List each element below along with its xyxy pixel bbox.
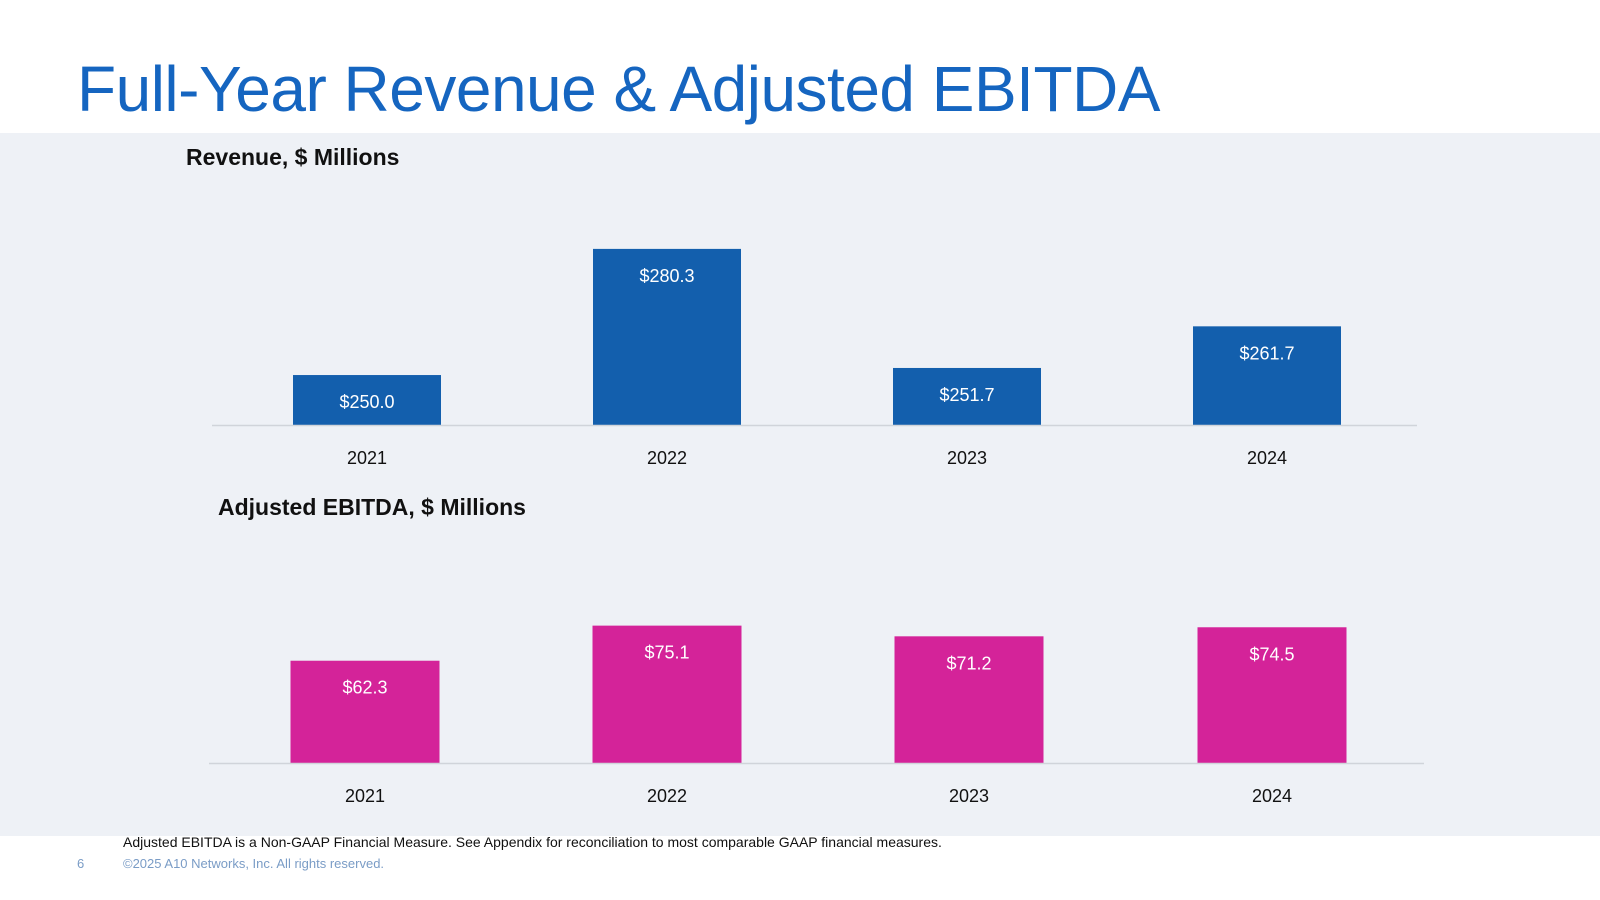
revenue-data-label-2022: $280.3 (639, 266, 694, 286)
page-number: 6 (77, 856, 85, 871)
ebitda-chart-title: Adjusted EBITDA, $ Millions (218, 494, 526, 520)
footnote: Adjusted EBITDA is a Non-GAAP Financial … (123, 834, 942, 850)
revenue-tick-label-2023: 2023 (947, 448, 987, 468)
ebitda-bar-2021 (290, 660, 440, 763)
revenue-bar-2021 (293, 375, 441, 425)
copyright: ©2025 A10 Networks, Inc. All rights rese… (123, 856, 385, 871)
revenue-bar-2022 (593, 248, 741, 425)
revenue-tick-label-2024: 2024 (1247, 448, 1287, 468)
ebitda-bar-2023 (894, 636, 1044, 763)
revenue-data-label-2024: $261.7 (1239, 343, 1294, 363)
ebitda-chart: Adjusted EBITDA, $ Millions $62.3 2021 $75.… (209, 494, 1424, 806)
ebitda-bar-2022 (592, 625, 742, 763)
ebitda-tick-label-2023: 2023 (949, 786, 989, 806)
revenue-bar-2024 (1193, 326, 1341, 425)
ebitda-data-label-2021: $62.3 (342, 678, 387, 698)
ebitda-tick-label-2024: 2024 (1252, 786, 1292, 806)
ebitda-data-label-2024: $74.5 (1249, 644, 1294, 664)
ebitda-bar-2024 (1197, 627, 1347, 763)
charts-area: Revenue, $ Millions $250.0 2021 $280.3 2022 $… (186, 144, 1424, 806)
revenue-tick-label-2021: 2021 (347, 448, 387, 468)
revenue-data-label-2023: $251.7 (939, 385, 994, 405)
ebitda-tick-label-2021: 2021 (345, 786, 385, 806)
chart-panel: Revenue, $ Millions $250.0 2021 $280.3 2022 $… (0, 133, 1600, 836)
revenue-tick-label-2022: 2022 (647, 448, 687, 468)
revenue-chart: Revenue, $ Millions $250.0 2021 $280.3 2022 $… (186, 144, 1417, 468)
ebitda-tick-label-2022: 2022 (647, 786, 687, 806)
ebitda-data-label-2023: $71.2 (946, 653, 991, 673)
revenue-data-label-2021: $250.0 (339, 392, 394, 412)
revenue-bar-2023 (893, 367, 1041, 425)
ebitda-data-label-2022: $75.1 (644, 643, 689, 663)
revenue-chart-title: Revenue, $ Millions (186, 144, 399, 170)
slide-title: Full-Year Revenue & Adjusted EBITDA (77, 53, 1160, 125)
